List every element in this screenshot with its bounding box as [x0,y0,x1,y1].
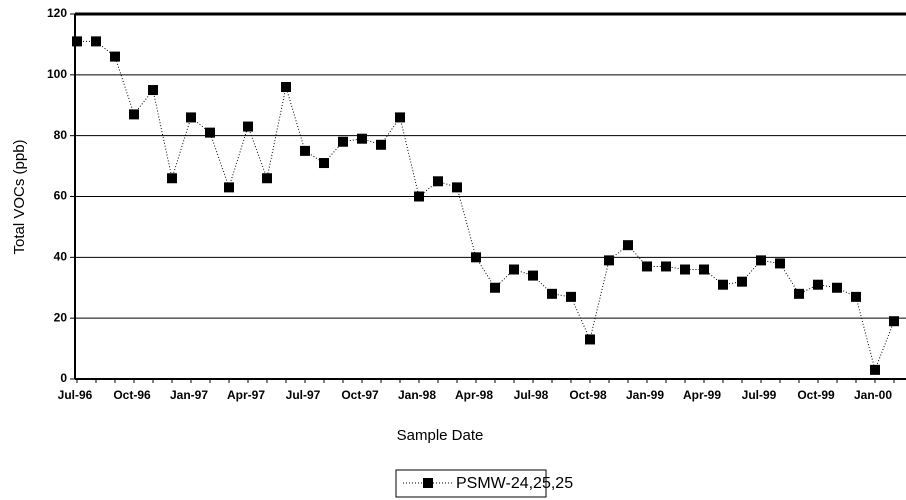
marker [148,85,158,96]
marker [889,316,899,327]
x-tick-label: Jul-99 [742,388,777,402]
marker [452,182,462,193]
marker [243,121,253,132]
marker [490,282,500,293]
y-tick-label: 120 [47,6,67,20]
marker [167,173,177,184]
marker [509,264,519,275]
marker [414,191,424,202]
legend-label: PSMW-24,25,25 [456,475,573,492]
y-axis-title: Total VOCs (ppb) [11,139,28,254]
marker [870,364,880,375]
marker [338,136,348,147]
x-tick-label: Jan-97 [170,388,208,402]
marker [262,173,272,184]
marker [680,264,690,275]
x-tick-label: Jan-98 [398,388,436,402]
x-tick-label: Jul-97 [286,388,321,402]
marker [699,264,709,275]
marker [433,176,443,187]
x-tick-label: Apr-99 [683,388,721,402]
marker [794,288,804,299]
marker [357,133,367,144]
marker [566,291,576,302]
marker [319,158,329,169]
marker [813,279,823,290]
marker [471,252,481,263]
marker [186,112,196,123]
y-tick-label: 0 [60,371,67,385]
series-line [77,40,895,372]
marker [300,145,310,156]
x-axis-title: Sample Date [397,427,484,444]
x-tick-label: Jan-00 [854,388,892,402]
marker [623,240,633,251]
marker [718,279,728,290]
x-tick-label: Oct-97 [341,388,379,402]
marker [547,288,557,299]
marker [775,258,785,269]
marker [528,270,538,281]
marker [395,112,405,123]
legend-box [395,469,547,498]
y-tick-label: 60 [54,189,68,203]
x-tick-label: Apr-98 [455,388,493,402]
marker [376,139,386,150]
y-tick-label: 100 [47,67,67,81]
x-tick-label: Apr-97 [227,388,265,402]
x-tick-label: Oct-99 [797,388,835,402]
marker [205,127,215,138]
marker [756,255,766,266]
marker [91,36,101,47]
y-tick-label: 80 [54,128,68,142]
marker [72,36,82,47]
marker [129,109,139,120]
y-tick-label: 20 [54,310,68,324]
x-tick-label: Oct-98 [569,388,607,402]
x-tick-label: Jul-98 [514,388,549,402]
marker [604,255,614,266]
marker [281,82,291,92]
y-tick-label: 40 [54,250,68,264]
marker [642,261,652,272]
x-tick-label: Oct-96 [113,388,151,402]
marker [851,291,861,302]
marker [110,51,120,62]
x-tick-label: Jul-96 [58,388,93,402]
marker [737,276,747,287]
marker [224,182,234,193]
marker [661,261,671,272]
legend-marker [423,478,433,488]
marker [585,334,595,345]
x-tick-label: Jan-99 [626,388,664,402]
marker [832,282,842,293]
